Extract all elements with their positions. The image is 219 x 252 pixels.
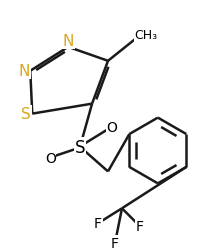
Text: F: F xyxy=(136,219,144,233)
Text: N: N xyxy=(19,64,30,79)
Text: CH₃: CH₃ xyxy=(134,29,157,42)
Text: N: N xyxy=(62,34,74,49)
Text: O: O xyxy=(107,120,117,134)
Text: F: F xyxy=(111,236,119,250)
Text: S: S xyxy=(75,138,85,156)
Text: O: O xyxy=(45,152,56,166)
Text: F: F xyxy=(94,216,102,230)
Text: S: S xyxy=(21,107,31,122)
